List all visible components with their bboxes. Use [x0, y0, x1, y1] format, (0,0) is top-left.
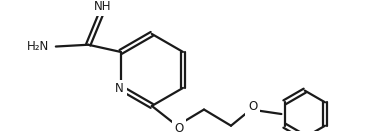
Text: H₂N: H₂N: [26, 40, 49, 53]
Text: O: O: [174, 122, 183, 135]
Text: NH: NH: [94, 0, 111, 13]
Text: N: N: [115, 82, 124, 95]
Text: O: O: [248, 100, 257, 113]
